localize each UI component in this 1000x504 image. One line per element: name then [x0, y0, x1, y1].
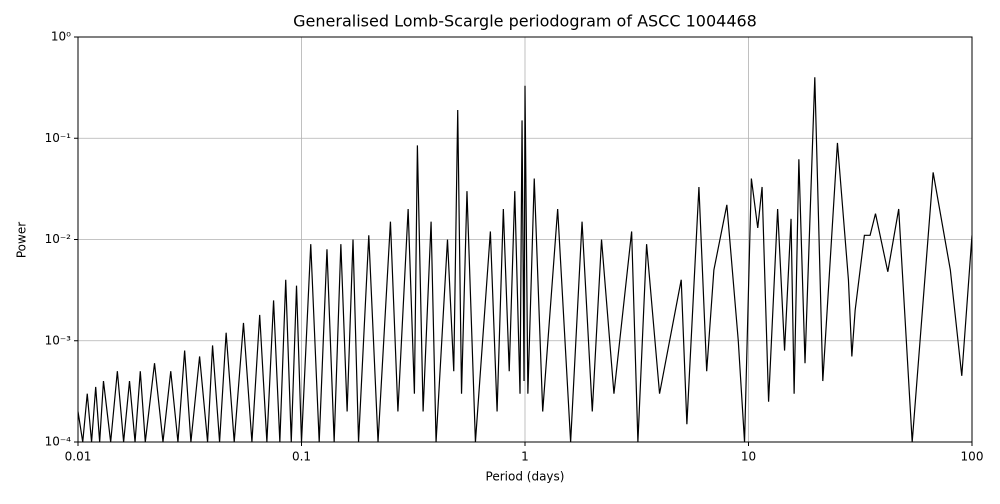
chart-title: Generalised Lomb-Scargle periodogram of …: [293, 12, 757, 31]
y-tick-label: 10⁻¹: [45, 131, 72, 145]
x-axis-label: Period (days): [486, 470, 565, 484]
series-line: [78, 77, 972, 442]
x-tick-label: 100: [961, 450, 984, 464]
y-tick-label: 10⁻²: [45, 232, 72, 246]
y-tick-label: 10⁻³: [45, 333, 72, 347]
y-axis-label: Power: [15, 222, 29, 258]
x-tick-label: 0.01: [65, 450, 92, 464]
y-tick-label: 10⁰: [51, 30, 71, 44]
y-tick-label: 10⁻⁴: [45, 435, 72, 449]
plot-frame: [77, 36, 973, 443]
x-tick-label: 1: [521, 450, 529, 464]
x-tick-label: 10: [741, 450, 756, 464]
x-tick-label: 0.1: [292, 450, 311, 464]
